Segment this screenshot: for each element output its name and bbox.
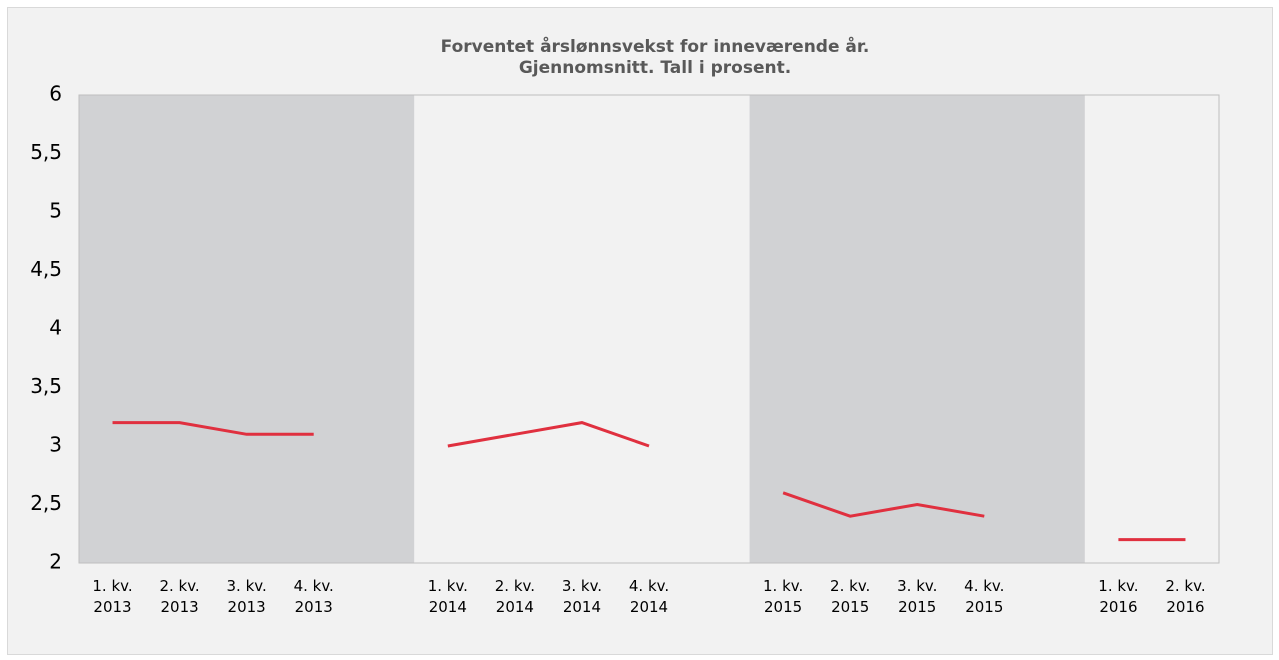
x-tick-label: 3. kv. 2014 xyxy=(561,577,603,616)
x-tick-label: 1. kv. 2013 xyxy=(92,577,133,616)
y-tick-label: 2,5 xyxy=(30,491,62,515)
x-tick-label: 3. kv. 2013 xyxy=(226,577,267,616)
plot-border xyxy=(78,94,1220,564)
year-band xyxy=(749,95,1085,563)
chart-title: Forventet årslønnsvekst for inneværende … xyxy=(441,35,870,57)
x-tick-label: 2. kv. 2016 xyxy=(1165,577,1206,616)
x-tick-label: 4. kv. 2013 xyxy=(293,577,334,616)
x-tick-label: 4. kv. 2014 xyxy=(628,577,670,616)
x-tick-label: 1. kv. 2015 xyxy=(762,577,804,616)
x-tick-label: 4. kv. 2015 xyxy=(964,577,1005,616)
chart-title: Gjennomsnitt. Tall i prosent. xyxy=(519,58,791,78)
data-line xyxy=(112,421,1186,542)
year-band xyxy=(414,95,750,563)
y-tick-label: 5,5 xyxy=(30,140,62,164)
x-tick-label: 2. kv. 2015 xyxy=(830,577,871,616)
year-band xyxy=(1084,95,1219,563)
y-tick-label: 2 xyxy=(49,550,62,574)
y-tick-label: 3 xyxy=(49,433,62,457)
x-tick-label: 1. kv. 2016 xyxy=(1098,577,1139,616)
x-tick-label: 3. kv. 2015 xyxy=(897,577,938,616)
y-tick-label: 6 xyxy=(49,82,62,106)
x-tick-label: 2. kv. 2014 xyxy=(494,577,535,616)
y-tick-label: 4 xyxy=(49,316,62,340)
x-tick-label: 2. kv. 2013 xyxy=(159,577,200,616)
year-band xyxy=(79,95,415,563)
y-tick-label: 5 xyxy=(49,199,62,223)
x-tick-label: 1. kv. 2014 xyxy=(427,577,468,616)
y-tick-label: 4,5 xyxy=(30,257,62,281)
y-tick-label: 3,5 xyxy=(30,374,62,398)
